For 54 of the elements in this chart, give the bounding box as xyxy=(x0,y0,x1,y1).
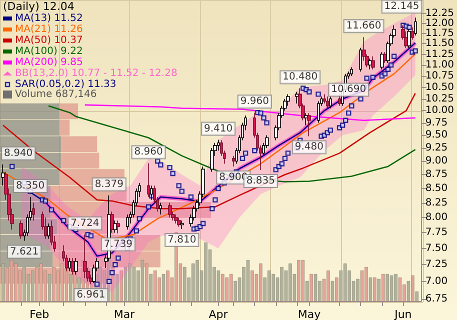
annotation: 7.724 xyxy=(70,218,100,229)
annotation: 12.145 xyxy=(384,1,420,12)
annotation: 9.480 xyxy=(294,142,324,153)
y-tick-label: 8.50 xyxy=(425,182,448,194)
annotation: 9.960 xyxy=(240,96,269,108)
annotation: 9.410 xyxy=(204,123,233,134)
y-tick-label: 8.25 xyxy=(425,197,448,208)
y-tick-label: 11.25 xyxy=(425,48,454,60)
annotation: 10.480 xyxy=(282,72,318,83)
annotation: 11.660 xyxy=(346,20,382,32)
y-tick-label: 10.75 xyxy=(425,70,454,82)
annotation: 7.739 xyxy=(104,238,133,250)
x-tick-label: Apr xyxy=(208,308,228,320)
y-tick-label: 11.75 xyxy=(425,28,454,39)
legend-label: BB(13,2.0) 10.77 - 11.52 - 12.28 xyxy=(15,68,178,79)
legend-label: MA(21) 11.26 xyxy=(15,24,83,35)
legend-label: MA(50) 10.37 xyxy=(15,35,83,46)
y-tick-label: 12.00 xyxy=(425,18,454,29)
y-tick-label: 7.75 xyxy=(425,227,448,238)
y-tick-label: 8.75 xyxy=(425,169,448,180)
legend-label: SAR(0.05,0.2) 11.33 xyxy=(15,79,116,90)
y-tick-label: 7.00 xyxy=(425,276,448,287)
annotation: 7.810 xyxy=(168,234,196,246)
annotation: 8.960 xyxy=(134,146,163,158)
x-tick-label: May xyxy=(298,308,322,320)
y-tick-label: 9.50 xyxy=(425,130,448,141)
annotation: 8.940 xyxy=(4,148,33,159)
y-tick-label: 6.75 xyxy=(425,293,448,304)
annotation: 6.961 xyxy=(76,290,106,301)
legend-label: MA(13) 11.52 xyxy=(15,13,83,24)
y-tick-label: 9.75 xyxy=(425,117,448,128)
chart-title: (Daily) 12.04 xyxy=(3,0,74,13)
y-tick-label: 8.00 xyxy=(425,212,448,224)
annotation: 8.379 xyxy=(94,178,124,190)
legend-label: Volume 687,146 xyxy=(15,89,97,100)
annotation: 8.835 xyxy=(246,175,276,186)
y-tick-label: 11.50 xyxy=(425,38,454,50)
annotation: 10.690 xyxy=(331,84,366,96)
y-tick-label: 10.50 xyxy=(425,82,454,93)
x-tick-label: Jun xyxy=(394,308,412,320)
y-tick-label: 9.25 xyxy=(425,142,448,154)
annotation: 8.350 xyxy=(16,180,45,192)
legend-label: MA(100) 9.22 xyxy=(15,46,83,57)
y-tick-label: 10.25 xyxy=(425,93,454,104)
y-tick-label: 11.00 xyxy=(425,60,454,71)
y-tick-label: 10.00 xyxy=(425,105,454,116)
y-tick-label: 7.50 xyxy=(425,242,448,254)
x-tick-label: Feb xyxy=(30,308,50,320)
y-tick-label: 9.00 xyxy=(425,156,448,167)
legend-label: MA(200) 9.85 xyxy=(15,57,83,68)
y-tick-label: 7.25 xyxy=(425,259,448,270)
annotation: 7.621 xyxy=(10,246,39,258)
y-tick-label: 12.25 xyxy=(425,8,454,19)
x-tick-label: Mar xyxy=(114,308,136,320)
